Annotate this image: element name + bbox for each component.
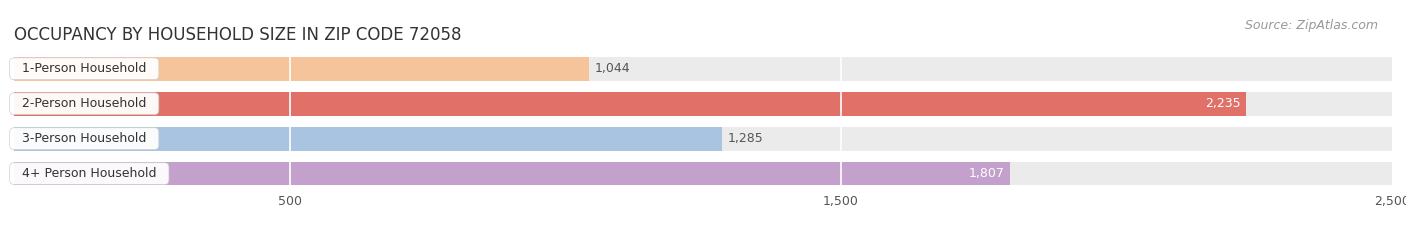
Bar — [14, 162, 1392, 185]
Text: Source: ZipAtlas.com: Source: ZipAtlas.com — [1244, 19, 1378, 32]
Bar — [14, 92, 1392, 116]
Text: 1,044: 1,044 — [595, 62, 631, 75]
Text: 4+ Person Household: 4+ Person Household — [14, 167, 165, 180]
Bar — [14, 92, 1246, 116]
Bar — [14, 127, 723, 151]
Text: 1-Person Household: 1-Person Household — [14, 62, 155, 75]
Text: 3-Person Household: 3-Person Household — [14, 132, 155, 145]
Bar — [14, 57, 589, 81]
Bar — [14, 127, 1392, 151]
Text: 2-Person Household: 2-Person Household — [14, 97, 155, 110]
Text: 2,235: 2,235 — [1205, 97, 1240, 110]
Text: 1,285: 1,285 — [728, 132, 763, 145]
Text: 1,807: 1,807 — [969, 167, 1004, 180]
Bar — [14, 162, 1010, 185]
Text: OCCUPANCY BY HOUSEHOLD SIZE IN ZIP CODE 72058: OCCUPANCY BY HOUSEHOLD SIZE IN ZIP CODE … — [14, 26, 461, 44]
Bar — [14, 57, 1392, 81]
